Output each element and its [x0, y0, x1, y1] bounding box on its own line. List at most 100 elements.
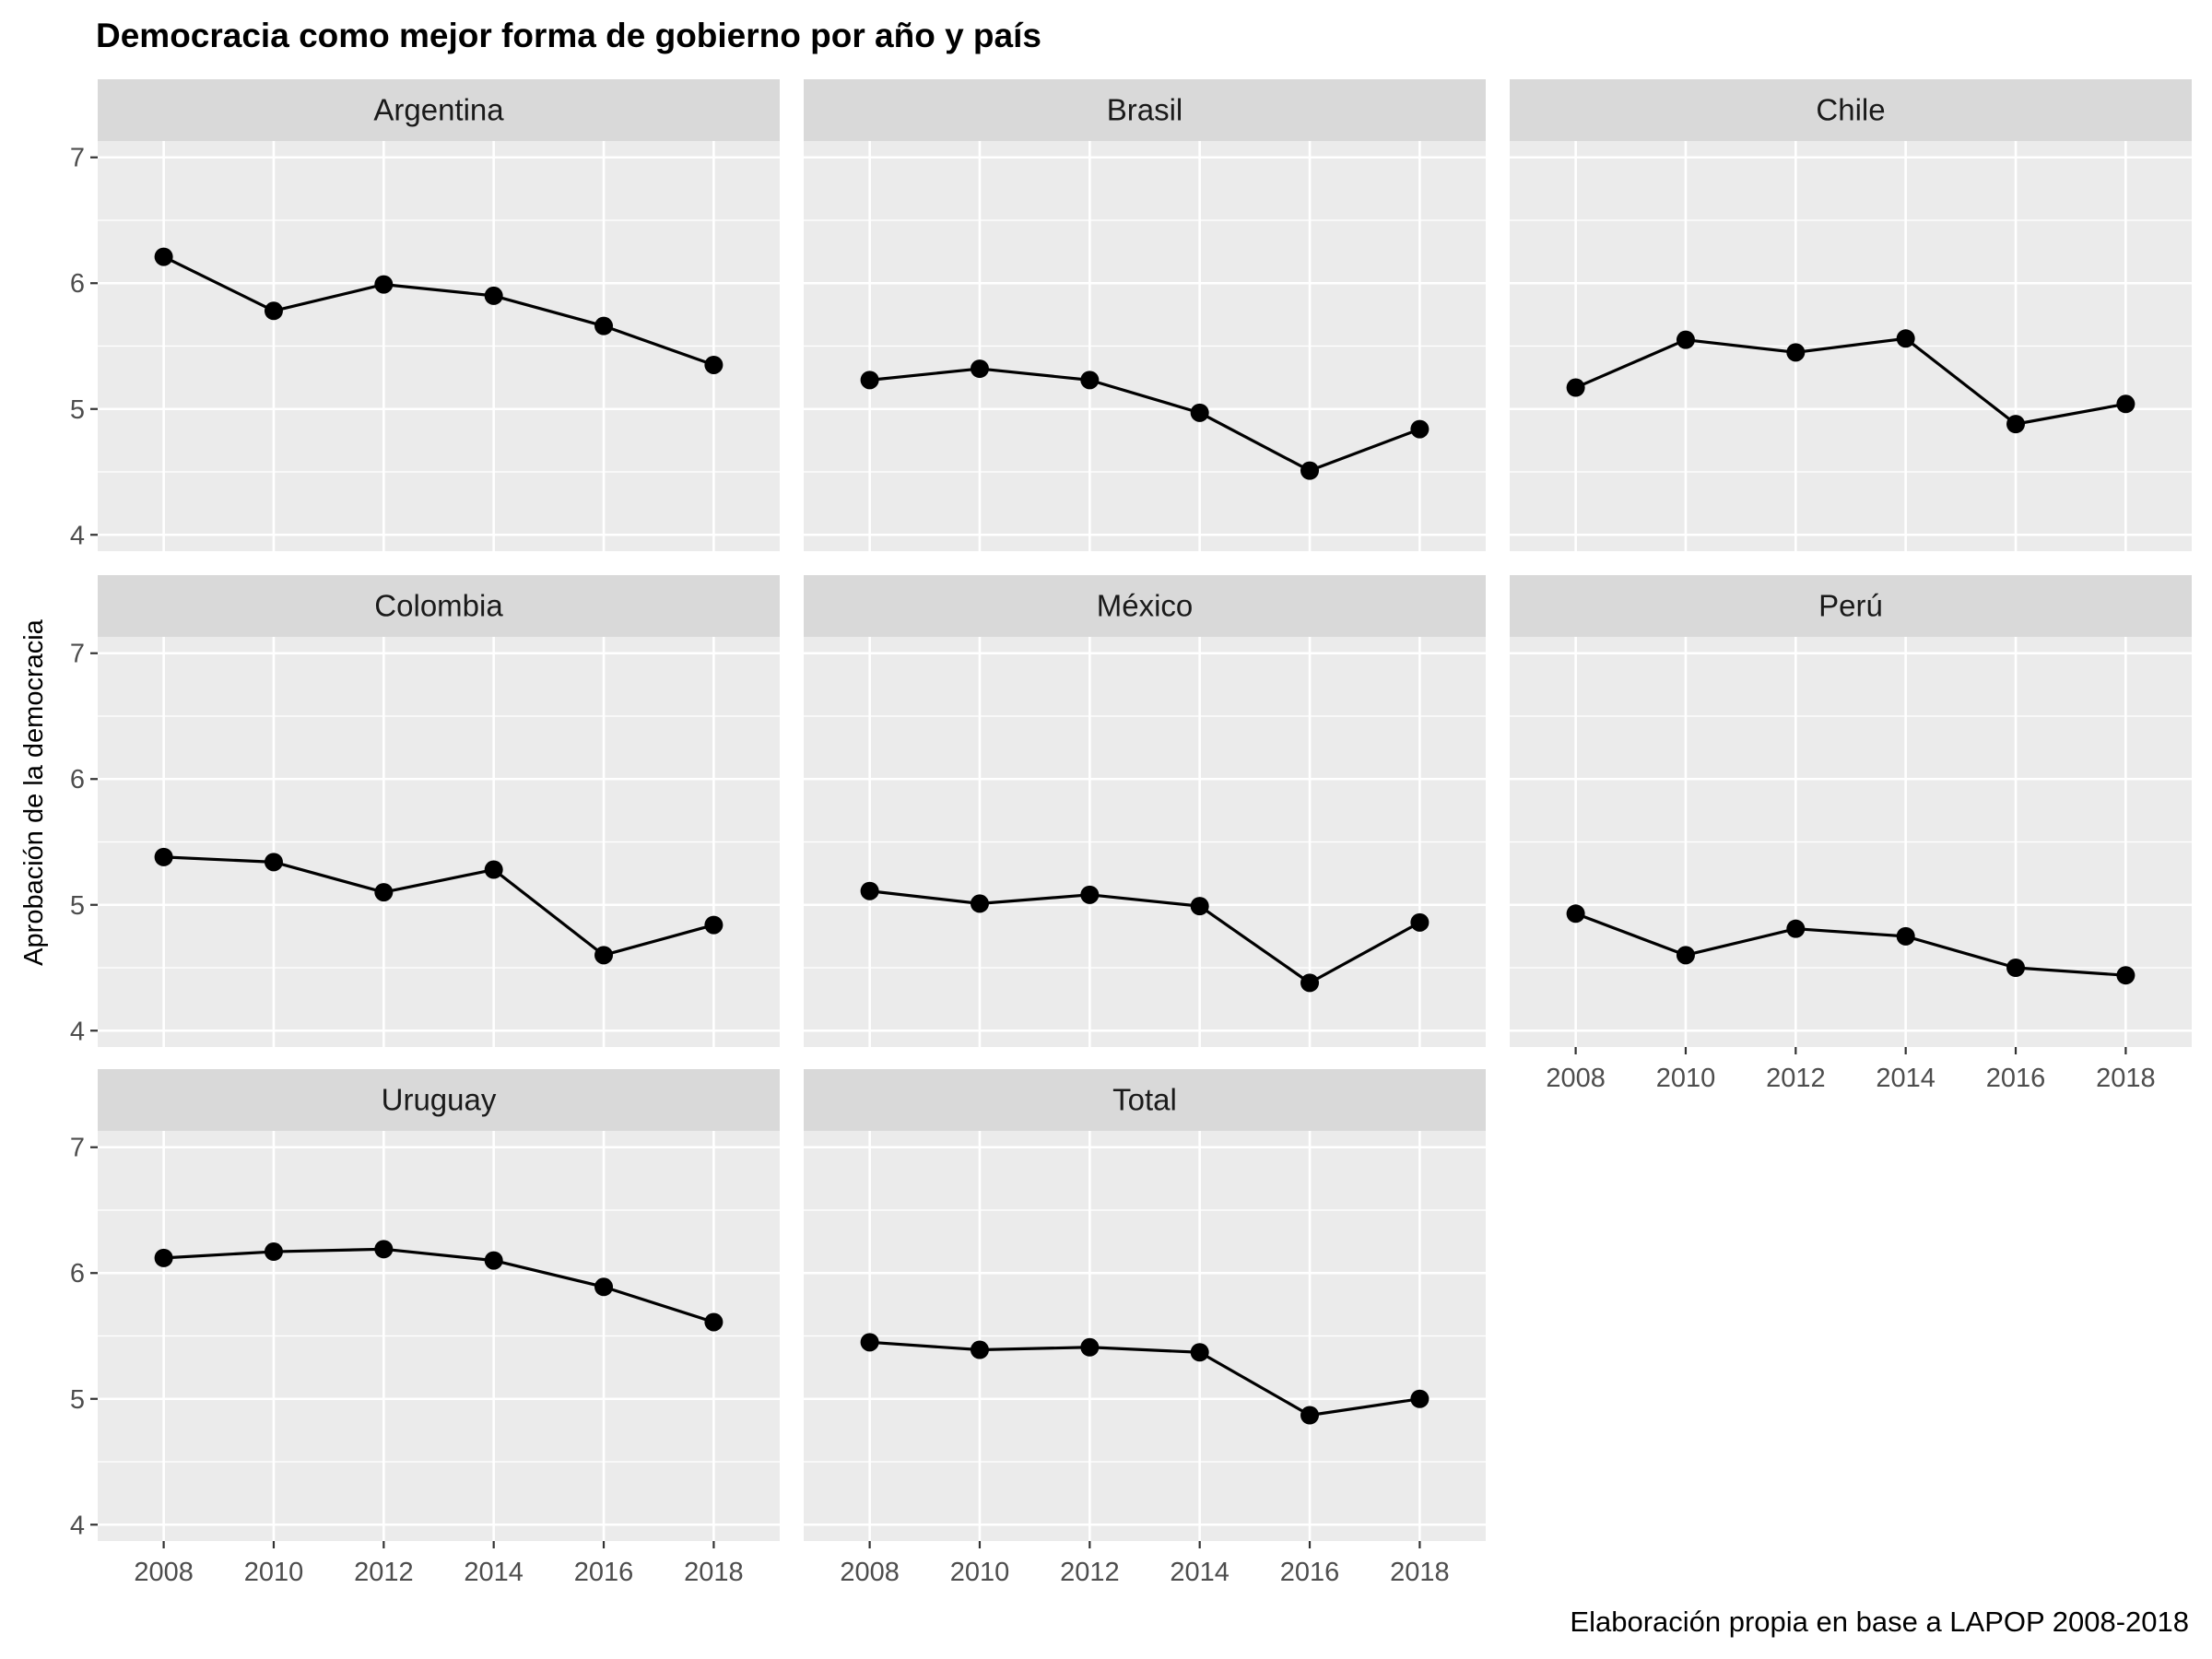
data-point — [860, 371, 879, 390]
facet-panels: Argentina 4 5 6 7 Brasil Chile Colombia 4 5 6 7 Méxi… — [70, 79, 2192, 1587]
y-tick-label: 5 — [70, 395, 85, 425]
x-tick-label: 2016 — [1280, 1558, 1340, 1587]
data-point — [1896, 329, 1915, 348]
strip-label-argentina: Argentina — [373, 93, 504, 127]
x-tick-label: 2014 — [1876, 1064, 1936, 1093]
y-tick-label: 7 — [70, 1134, 85, 1163]
strip-background — [804, 575, 1486, 637]
data-point — [374, 883, 394, 902]
data-point — [594, 1277, 614, 1297]
strip-label-brasil: Brasil — [1107, 93, 1183, 127]
strip-background — [804, 79, 1486, 141]
data-point — [594, 316, 614, 335]
data-point — [704, 915, 724, 935]
x-tick-label: 2012 — [354, 1558, 414, 1587]
data-point — [1676, 330, 1695, 349]
x-tick-label: 2008 — [840, 1558, 900, 1587]
data-point — [1080, 1337, 1100, 1357]
series-line-colombia — [163, 855, 714, 957]
panel-chile: Chile — [1510, 79, 2192, 551]
y-tick-label: 7 — [70, 144, 85, 173]
data-point — [1566, 904, 1585, 924]
x-tick-label: 2018 — [1390, 1558, 1450, 1587]
series-line-brasil — [869, 367, 1420, 473]
data-point — [484, 286, 503, 305]
y-axis-title: Aprobación de la democracia — [19, 618, 49, 965]
data-point — [594, 946, 614, 965]
data-point — [154, 247, 173, 266]
data-point — [264, 853, 283, 872]
panel-argentina: Argentina 4 5 6 7 — [70, 79, 780, 551]
data-point — [704, 355, 724, 374]
panel-uruguay: Uruguay 4 5 6 7 2008 2010 2012 2014 2016 2018 — [70, 1069, 780, 1587]
data-point — [704, 1312, 724, 1332]
strip-background — [1510, 575, 2192, 637]
strip-label-total: Total — [1112, 1083, 1177, 1117]
x-tick-label: 2010 — [244, 1558, 304, 1587]
x-tick-label: 2018 — [684, 1558, 744, 1587]
strip-background — [98, 1069, 780, 1131]
data-point — [1190, 897, 1209, 916]
series-line-peru — [1575, 912, 2126, 977]
data-point — [1786, 919, 1806, 938]
data-point — [2116, 394, 2136, 414]
data-point — [2116, 966, 2136, 985]
y-tick-label: 6 — [70, 1259, 85, 1288]
data-point — [264, 1242, 283, 1262]
data-point — [1410, 419, 1430, 439]
x-tick-label: 2012 — [1766, 1064, 1826, 1093]
data-point — [1300, 461, 1320, 480]
series-line-mexico — [869, 889, 1421, 984]
data-point — [1080, 371, 1100, 390]
y-tick-label: 6 — [70, 269, 85, 299]
y-tick-label: 4 — [70, 1511, 85, 1540]
strip-label-mexico: México — [1097, 589, 1194, 623]
strip-background — [804, 1069, 1486, 1131]
y-tick-label: 4 — [70, 1017, 85, 1046]
series-line-argentina — [162, 255, 714, 367]
data-point — [1676, 946, 1695, 965]
x-tick-label: 2010 — [1656, 1064, 1716, 1093]
data-point — [484, 860, 503, 879]
data-point — [1190, 403, 1209, 422]
x-tick-label: 2010 — [950, 1558, 1010, 1587]
x-tick-label: 2008 — [1546, 1064, 1606, 1093]
data-point — [860, 881, 879, 900]
data-point — [1566, 378, 1585, 397]
strip-label-colombia: Colombia — [374, 589, 503, 623]
strip-label-uruguay: Uruguay — [382, 1083, 497, 1117]
data-point — [970, 359, 989, 379]
series-line-total — [869, 1340, 1420, 1418]
panel-mexico: México — [804, 575, 1486, 1047]
y-tick-label: 4 — [70, 521, 85, 550]
x-tick-label: 2018 — [2096, 1064, 2156, 1093]
panel-total: Total 2008 2010 2012 2014 2016 2018 — [804, 1069, 1486, 1587]
data-point — [1300, 973, 1320, 993]
data-point — [1300, 1406, 1320, 1425]
data-point — [374, 1240, 394, 1259]
panel-brasil: Brasil — [804, 79, 1486, 551]
data-point — [2006, 415, 2026, 434]
strip-label-peru: Perú — [1818, 589, 1883, 623]
data-point — [970, 894, 989, 913]
x-tick-label: 2012 — [1060, 1558, 1120, 1587]
data-point — [1410, 1389, 1430, 1408]
data-point — [970, 1340, 989, 1359]
panel-peru: Perú 2008 2010 2012 2014 2016 2018 — [1510, 575, 2192, 1093]
strip-background — [1510, 79, 2192, 141]
chart-title: Democracia como mejor forma de gobierno … — [96, 17, 1041, 54]
data-point — [1190, 1343, 1209, 1362]
data-point — [1786, 343, 1806, 362]
data-point — [1896, 926, 1915, 946]
strip-label-chile: Chile — [1816, 93, 1885, 127]
data-point — [154, 847, 173, 866]
data-point — [264, 301, 283, 321]
x-tick-label: 2014 — [1170, 1558, 1230, 1587]
y-tick-label: 5 — [70, 891, 85, 921]
chart-caption: Elaboración propia en base a LAPOP 2008-… — [1570, 1606, 2189, 1638]
x-tick-label: 2008 — [134, 1558, 194, 1587]
data-point — [860, 1333, 879, 1352]
data-point — [374, 275, 394, 294]
strip-background — [98, 79, 780, 141]
